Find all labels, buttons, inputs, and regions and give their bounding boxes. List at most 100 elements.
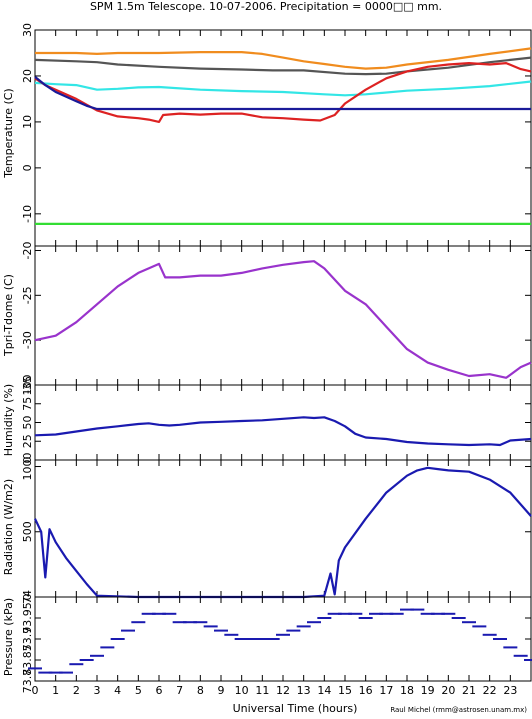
y-tick-label: -30: [21, 331, 34, 349]
data-point: [420, 612, 435, 615]
data-point: [131, 621, 146, 624]
data-point: [358, 617, 373, 619]
data-point: [28, 667, 42, 670]
y-tick-label: 73.8: [21, 669, 34, 694]
data-point: [441, 612, 456, 615]
plot-frame: [34, 384, 532, 461]
y-tick-label: 0: [21, 164, 34, 171]
series-line-1: [34, 260, 532, 379]
y-tick-label: 25: [21, 434, 34, 448]
data-point: [48, 671, 63, 674]
data-point: [369, 612, 383, 615]
series-line-2: [34, 56, 532, 76]
data-point: [162, 612, 177, 615]
y-tick-label: 1000: [21, 453, 34, 481]
data-point: [90, 654, 104, 657]
y-tick-label: 74: [21, 590, 34, 604]
data-point: [276, 633, 290, 636]
x-tick-label: 3: [94, 684, 101, 697]
y-axis-title: Radiation (W/m2): [2, 479, 15, 575]
y-tick-label: 100: [21, 375, 34, 396]
data-point: [410, 608, 425, 611]
x-tick-label: 15: [338, 684, 352, 697]
data-point: [389, 612, 404, 615]
x-tick-label: 8: [197, 684, 204, 697]
y-tick-label: -10: [21, 205, 34, 223]
series-line-1: [35, 47, 532, 70]
x-tick-label: 0: [32, 684, 39, 697]
data-point: [100, 646, 115, 649]
x-tick-label: 17: [379, 684, 393, 697]
x-tick-label: 10: [235, 684, 249, 697]
y-axis-title: Tpri-Tdome (C): [2, 274, 15, 357]
y-axis-title: Humidity (%): [2, 384, 15, 456]
data-point: [400, 608, 414, 611]
y-axis-title: Pressure (kPa): [2, 598, 15, 676]
plot-frame: [34, 29, 532, 247]
y-tick-label: 0: [21, 457, 34, 464]
x-tick-label: 23: [503, 684, 517, 697]
data-point: [38, 671, 53, 674]
data-point: [245, 638, 259, 640]
data-point: [462, 621, 476, 624]
x-tick-label: 20: [441, 684, 455, 697]
data-point: [379, 612, 394, 615]
data-point: [513, 654, 528, 657]
data-point: [503, 646, 518, 649]
series-line-4: [34, 61, 532, 124]
x-tick-label: 1: [52, 684, 59, 697]
x-tick-label: 11: [255, 684, 269, 697]
data-point: [183, 621, 197, 624]
panel-4: 0 500 1000 Radiation (W/m2): [2, 453, 532, 601]
figure-title: SPM 1.5m Telescope. 10-07-2006. Precipit…: [90, 0, 442, 13]
y-tick-label: 0: [21, 594, 34, 601]
x-tick-label: 22: [483, 684, 497, 697]
data-point: [338, 612, 352, 615]
data-point: [234, 638, 249, 640]
data-point: [482, 633, 497, 636]
x-tick-label: 16: [359, 684, 373, 697]
y-tick-label: 30: [21, 23, 34, 37]
x-tick-label: 13: [297, 684, 311, 697]
data-point: [493, 638, 507, 640]
x-tick-label: 21: [462, 684, 476, 697]
data-point: [193, 621, 208, 624]
series-line-1: [34, 466, 532, 599]
plot-frame: [34, 245, 532, 386]
panel-1: -10 0 10 20 30 Temperature (C): [2, 23, 532, 247]
y-tick-label: 500: [21, 521, 34, 542]
plot-frame: [34, 596, 532, 682]
y-tick-label: 75: [21, 397, 34, 411]
data-point: [79, 659, 94, 661]
data-point: [296, 625, 311, 628]
x-axis-title: Universal Time (hours): [233, 702, 358, 715]
data-point: [224, 633, 239, 636]
x-tick-label: 2: [73, 684, 80, 697]
data-point: [255, 638, 270, 640]
y-tick-label: 73.95: [21, 602, 34, 634]
data-point: [121, 629, 135, 632]
data-point: [317, 617, 332, 619]
credit-text: Raul Michel (rmm@astrosen.unam.mx): [390, 706, 527, 714]
data-point: [214, 629, 228, 632]
data-point: [141, 612, 156, 615]
data-point: [172, 621, 187, 624]
x-tick-label: 6: [156, 684, 163, 697]
x-tick-label: 19: [421, 684, 435, 697]
data-point: [286, 629, 301, 632]
data-point: [348, 612, 363, 615]
x-tick-label: 12: [276, 684, 290, 697]
data-point: [472, 625, 487, 628]
data-point: [451, 617, 466, 619]
data-point: [59, 671, 73, 674]
x-tick-label: 4: [114, 684, 121, 697]
y-tick-label: 50: [21, 416, 34, 430]
series-line-3: [34, 80, 532, 97]
x-tick-label: 5: [135, 684, 142, 697]
plot-frame: [34, 459, 532, 598]
series-1: [28, 608, 532, 674]
